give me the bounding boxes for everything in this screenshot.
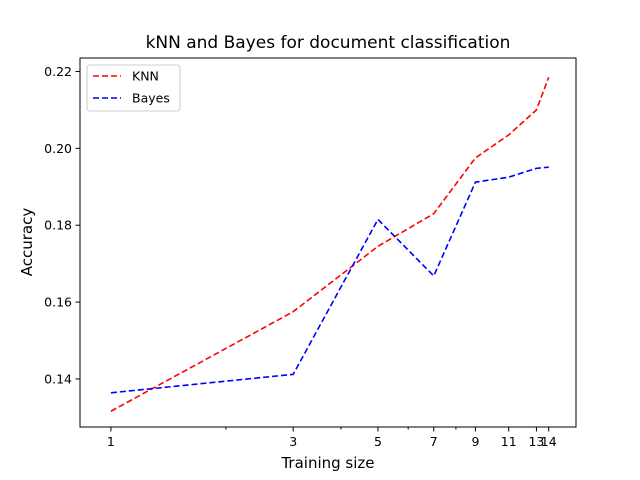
chart-title: kNN and Bayes for document classificatio… bbox=[146, 33, 511, 53]
y-tick-label: 0.16 bbox=[44, 295, 72, 310]
series-line-bayes bbox=[110, 166, 549, 394]
x-tick-label: 13 bbox=[528, 434, 544, 449]
y-ticks: 0.14 0.16 0.18 0.20 0.22 bbox=[44, 64, 80, 386]
legend-label-knn: KNN bbox=[132, 69, 159, 84]
series-layer bbox=[110, 76, 550, 412]
legend-box bbox=[86, 64, 181, 112]
legend: KNN Bayes bbox=[86, 64, 181, 112]
y-tick-label: 0.18 bbox=[44, 218, 72, 233]
y-tick-label: 0.22 bbox=[44, 64, 72, 79]
series-line-knn bbox=[110, 76, 550, 412]
x-axis-label: Training size bbox=[280, 454, 374, 472]
x-tick-label: 3 bbox=[289, 434, 297, 449]
legend-label-bayes: Bayes bbox=[132, 91, 170, 106]
x-tick-label: 11 bbox=[501, 434, 517, 449]
y-axis-label: Accuracy bbox=[18, 208, 36, 277]
x-tick-label: 9 bbox=[471, 434, 479, 449]
x-tick-label: 1 bbox=[107, 434, 115, 449]
y-tick-label: 0.14 bbox=[44, 371, 72, 386]
y-tick-label: 0.20 bbox=[44, 141, 72, 156]
x-tick-label: 5 bbox=[374, 434, 382, 449]
x-tick-label: 14 bbox=[541, 434, 557, 449]
axes-frame bbox=[79, 57, 577, 428]
x-tick-label: 7 bbox=[430, 434, 438, 449]
